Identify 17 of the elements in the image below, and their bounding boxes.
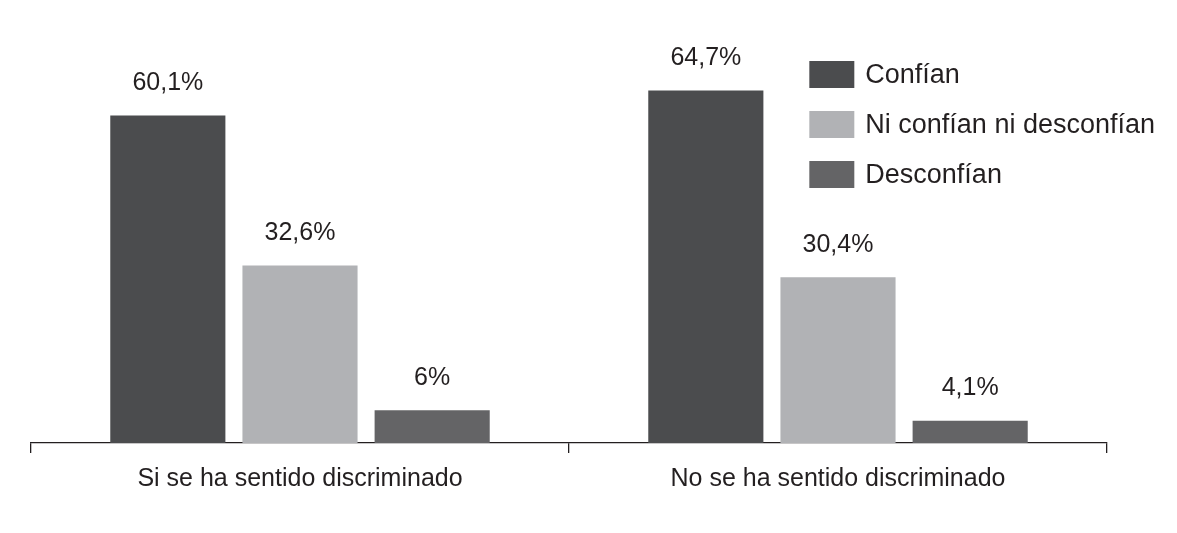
legend-label: Ni confían ni desconfían — [865, 108, 1155, 139]
data-label: 64,7% — [670, 41, 742, 70]
data-label: 60,1% — [132, 66, 204, 95]
bar — [242, 265, 358, 443]
bar — [110, 115, 226, 443]
data-label: 32,6% — [264, 216, 336, 245]
legend-label: Confían — [865, 58, 960, 89]
bar — [912, 420, 1028, 443]
bar — [374, 410, 490, 443]
bar — [780, 277, 896, 443]
x-tick-label: Si se ha sentido discriminado — [137, 462, 463, 491]
data-label: 6% — [414, 361, 451, 390]
data-label: 4,1% — [941, 372, 999, 401]
data-label: 30,4% — [802, 228, 874, 257]
bar — [648, 90, 764, 443]
legend-label: Desconfían — [865, 158, 1002, 189]
x-tick-label: No se ha sentido discriminado — [670, 462, 1006, 491]
